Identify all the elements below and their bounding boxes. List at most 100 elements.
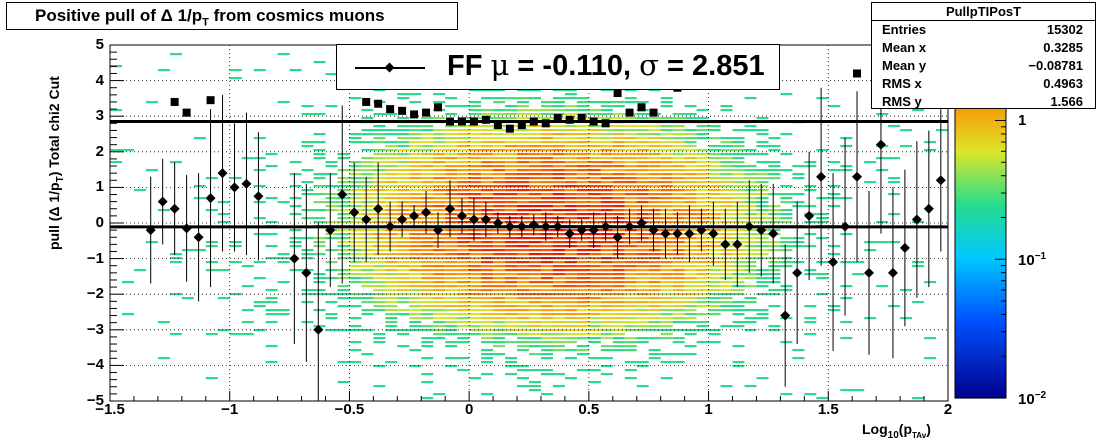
hist-cell — [493, 177, 506, 180]
hist-cell — [576, 189, 589, 192]
hist-cell — [361, 353, 374, 356]
hist-cell — [325, 165, 338, 168]
hist-cell — [600, 169, 613, 172]
hist-cell — [888, 125, 901, 128]
hist-cell — [552, 217, 565, 220]
hist-cell — [564, 241, 577, 244]
hist-cell — [720, 189, 733, 192]
hist-cell — [708, 201, 721, 204]
hist-cell — [373, 173, 386, 176]
hist-cell — [529, 289, 541, 292]
color-scale-segment — [955, 253, 1006, 258]
hist-cell — [600, 189, 613, 192]
hist-cell — [576, 257, 589, 260]
color-scale-segment — [955, 195, 1006, 199]
hist-cell — [445, 365, 458, 368]
hist-cell — [505, 309, 518, 312]
hist-cell — [541, 197, 553, 200]
y-tick-label: −5 — [86, 392, 104, 409]
hist-cell — [552, 349, 565, 352]
hist-cell — [433, 393, 446, 396]
hist-cell — [481, 357, 494, 360]
hist-cell — [648, 249, 661, 252]
hist-cell — [708, 285, 721, 288]
hist-cell — [361, 249, 374, 252]
point-mean — [229, 182, 240, 193]
hist-cell — [133, 269, 146, 272]
hist-cell — [493, 265, 506, 268]
hist-cell — [780, 237, 793, 240]
hist-cell — [421, 165, 434, 168]
hist-cell — [636, 117, 649, 120]
hist-cell — [876, 221, 889, 224]
hist-cell — [541, 253, 553, 256]
hist-cell — [433, 297, 446, 300]
hist-cell — [564, 321, 577, 324]
hist-cell — [457, 253, 470, 256]
hist-cell — [660, 305, 673, 308]
hist-cell — [720, 277, 733, 280]
point-rms — [398, 106, 407, 115]
hist-cell — [756, 189, 769, 192]
hist-cell — [469, 333, 482, 336]
hist-cell — [672, 249, 685, 252]
hist-cell — [756, 201, 769, 204]
hist-cell — [337, 185, 350, 188]
color-scale-segment — [955, 265, 1006, 270]
hist-cell — [660, 169, 673, 172]
hist-cell — [457, 153, 470, 156]
hist-cell — [433, 213, 446, 216]
hist-cell — [840, 197, 853, 200]
hist-cell — [708, 177, 721, 180]
hist-cell — [552, 249, 565, 252]
hist-cell — [505, 285, 518, 288]
hist-cell — [564, 277, 577, 280]
hist-cell — [349, 197, 362, 200]
hist-cell — [205, 377, 218, 380]
hist-cell — [433, 281, 446, 284]
hist-cell — [624, 197, 637, 200]
hist-cell — [409, 233, 422, 236]
hist-cell — [517, 297, 529, 300]
hist-cell — [684, 181, 697, 184]
hist-cell — [409, 129, 422, 132]
hist-cell — [576, 301, 589, 304]
hist-cell — [541, 325, 553, 328]
hist-cell — [744, 265, 757, 268]
hist-cell — [552, 165, 565, 168]
hist-cell — [517, 273, 529, 276]
hist-cell — [433, 137, 446, 140]
hist-cell — [672, 213, 685, 216]
hist-cell — [744, 217, 757, 220]
point-mean — [313, 324, 324, 335]
hist-cell — [469, 273, 482, 276]
hist-cell — [337, 177, 350, 180]
color-scale-segment — [955, 136, 1006, 140]
hist-cell — [517, 217, 529, 220]
hist-cell — [337, 241, 350, 244]
hist-cell — [529, 233, 541, 236]
point-rms — [565, 115, 574, 124]
hist-cell — [385, 165, 398, 168]
hist-cell — [660, 213, 673, 216]
hist-cell — [301, 169, 314, 172]
hist-cell — [445, 221, 458, 224]
hist-cell — [720, 285, 733, 288]
hist-cell — [493, 109, 506, 112]
hist-cell — [529, 137, 541, 140]
hist-cell — [648, 117, 661, 120]
hist-cell — [349, 137, 362, 140]
hist-cell — [469, 197, 482, 200]
hist-cell — [505, 177, 518, 180]
point-mean — [899, 242, 910, 253]
hist-cell — [756, 309, 769, 312]
hist-cell — [648, 273, 661, 276]
point-rms — [601, 119, 610, 128]
hist-cell — [912, 397, 925, 400]
hist-cell — [804, 161, 817, 164]
hist-cell — [552, 173, 565, 176]
hist-cell — [433, 205, 446, 208]
hist-cell — [541, 301, 553, 304]
hist-cell — [505, 281, 518, 284]
hist-cell — [469, 281, 482, 284]
